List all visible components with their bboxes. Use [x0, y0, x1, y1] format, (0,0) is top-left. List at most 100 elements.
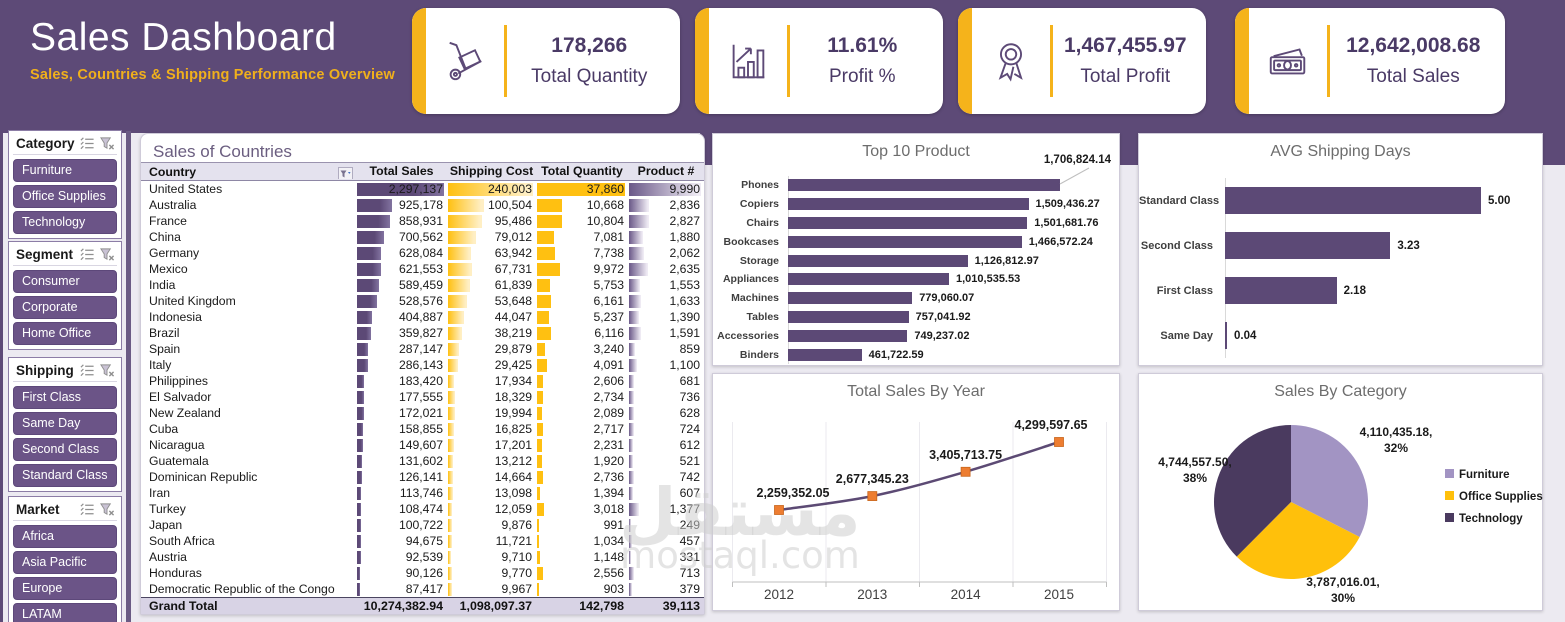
column-header-shipping-cost: Shipping Cost	[449, 163, 534, 178]
slicer-item-consumer[interactable]: Consumer	[13, 270, 117, 293]
slicer-item-technology[interactable]: Technology	[13, 211, 117, 234]
bar-phones	[788, 179, 1060, 192]
cell-value: 249	[679, 518, 700, 532]
kpi-accent-bar	[958, 8, 972, 114]
growth-chart-icon	[709, 38, 787, 84]
clear-filter-icon[interactable]	[99, 363, 115, 378]
multi-select-icon[interactable]	[80, 502, 95, 517]
cell-shipping-cost: 79,012	[447, 229, 536, 245]
data-bar	[629, 438, 634, 452]
cell-shipping-cost: 240,003	[447, 181, 536, 197]
slicer-item-furniture[interactable]: Furniture	[13, 159, 117, 182]
cell-value: 1,880	[669, 230, 701, 244]
legend-item-office-supplies[interactable]: Office Supplies	[1445, 491, 1543, 503]
sales-by-year-chart: 2,259,352.05 2012 2,677,345.23 2013 3,405,71…	[713, 374, 1119, 610]
data-bar	[537, 198, 562, 212]
bar-bookcases	[788, 235, 1022, 248]
slicer-item-europe[interactable]: Europe	[13, 577, 117, 600]
slicer-item-standard-class[interactable]: Standard Class	[13, 464, 117, 487]
table-row: Democratic Republic of the Congo 87,417 9,…	[141, 581, 704, 597]
cell-total-quantity: 2,089	[536, 405, 628, 421]
data-bar	[537, 390, 544, 404]
data-bar	[448, 518, 452, 532]
data-bar	[537, 230, 554, 244]
slicer-item-home-office[interactable]: Home Office	[13, 322, 117, 345]
cell-total-quantity: 6,161	[536, 293, 628, 309]
grand-total-value: 1,098,097.37	[459, 599, 532, 613]
legend-item-furniture[interactable]: Furniture	[1445, 469, 1509, 481]
marker-2015	[1054, 437, 1064, 447]
country-name: Brazil	[149, 326, 180, 340]
slicer-item-latam[interactable]: LATAM	[13, 603, 117, 622]
category-label: Phones	[741, 179, 779, 192]
slicer-item-first-class[interactable]: First Class	[13, 386, 117, 409]
kpi-divider	[1050, 25, 1053, 97]
country-name: Germany	[149, 246, 200, 260]
slicer-item-corporate[interactable]: Corporate	[13, 296, 117, 319]
category-label: Appliances	[722, 273, 779, 286]
clear-filter-icon[interactable]	[99, 502, 115, 517]
svg-text:32%: 32%	[1384, 441, 1408, 455]
cell-value: 607	[679, 486, 700, 500]
slicer-item-asia-pacific[interactable]: Asia Pacific	[13, 551, 117, 574]
cell-value: 3,240	[593, 342, 625, 356]
total-sales-by-year-panel: Total Sales By Year 2,259,352.05 2012 2,67…	[712, 373, 1120, 611]
data-bar	[629, 278, 641, 292]
table-row: Indonesia 404,887 44,047 5,237 1,390	[141, 309, 704, 325]
legend-item-technology[interactable]: Technology	[1445, 513, 1523, 525]
data-bar	[629, 502, 639, 516]
cell-value: 13,098	[494, 486, 532, 500]
cell-product-: 457	[628, 533, 704, 549]
data-bar	[629, 262, 648, 276]
country-name: United States	[149, 182, 223, 196]
slicer-item-same-day[interactable]: Same Day	[13, 412, 117, 435]
multi-select-icon[interactable]	[80, 136, 95, 151]
multi-select-icon[interactable]	[80, 363, 95, 378]
data-bar	[448, 566, 452, 580]
value-label: 3.23	[1397, 239, 1420, 252]
bar-row-chairs: Chairs 1,501,681.76	[713, 214, 1119, 233]
data-bar	[357, 278, 380, 292]
table-row: China 700,562 79,012 7,081 1,880	[141, 229, 704, 245]
grand-total-value: 10,274,382.94	[363, 599, 443, 613]
cell-shipping-cost: 13,212	[447, 453, 536, 469]
cell-value: 9,710	[501, 550, 533, 564]
data-bar	[629, 182, 701, 196]
avg-shipping-chart: Standard Class 5.00 Second Class 3.23 First …	[1139, 134, 1542, 365]
data-bar	[629, 518, 631, 532]
multi-select-icon[interactable]	[80, 247, 95, 262]
country-filter-button[interactable]	[338, 166, 353, 179]
table-row: Austria 92,539 9,710 1,148 331	[141, 549, 704, 565]
cell-value: 331	[679, 550, 700, 564]
cell-value: 5,237	[593, 310, 625, 324]
bar-row-second-class: Second Class 3.23	[1139, 223, 1542, 268]
country-name: El Salvador	[149, 390, 212, 404]
clear-filter-icon[interactable]	[99, 247, 115, 262]
cell-value: 10,668	[586, 198, 624, 212]
slicer-item-africa[interactable]: Africa	[13, 525, 117, 548]
cell-value: 858,931	[398, 214, 443, 228]
cell-total-sales: 286,143	[356, 357, 447, 373]
kpi-label: Profit %	[828, 66, 896, 87]
cell-shipping-cost: 14,664	[447, 469, 536, 485]
data-label: 4,299,597.65	[1015, 418, 1088, 432]
cell-product-: 2,635	[628, 261, 704, 277]
data-bar	[357, 518, 361, 532]
table-row: Iran 113,746 13,098 1,394 607	[141, 485, 704, 501]
cell-product-: 607	[628, 485, 704, 501]
data-bar	[629, 342, 636, 356]
slicer-item-office-supplies[interactable]: Office Supplies	[13, 185, 117, 208]
cell-value: 2,734	[593, 390, 625, 404]
kpi-value: 178,266	[551, 34, 628, 57]
cell-total-sales: 183,420	[356, 373, 447, 389]
cell-product-: 736	[628, 389, 704, 405]
cell-shipping-cost: 44,047	[447, 309, 536, 325]
cell-shipping-cost: 16,825	[447, 421, 536, 437]
category-label: Copiers	[739, 198, 779, 211]
cell-value: 18,329	[494, 390, 532, 404]
slicer-item-second-class[interactable]: Second Class	[13, 438, 117, 461]
clear-filter-icon[interactable]	[99, 136, 115, 151]
cell-shipping-cost: 9,710	[447, 549, 536, 565]
table-row: South Africa 94,675 11,721 1,034 457	[141, 533, 704, 549]
cell-value: 67,731	[494, 262, 532, 276]
